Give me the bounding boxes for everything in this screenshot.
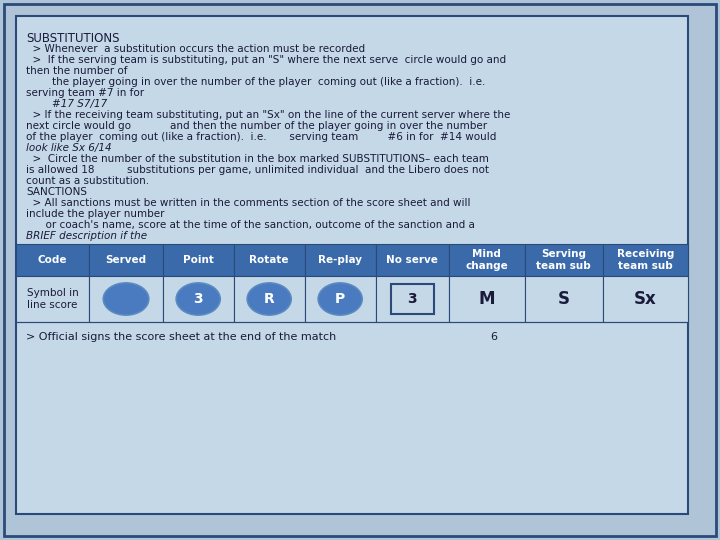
Text: SANCTIONS: SANCTIONS bbox=[26, 187, 87, 197]
Text: Receiving
team sub: Receiving team sub bbox=[617, 249, 674, 271]
Text: include the player number: include the player number bbox=[26, 209, 164, 219]
Ellipse shape bbox=[247, 283, 291, 315]
Text: 3: 3 bbox=[408, 292, 417, 306]
FancyBboxPatch shape bbox=[603, 276, 688, 322]
Text: then the number of: then the number of bbox=[26, 66, 127, 76]
FancyBboxPatch shape bbox=[16, 244, 89, 276]
FancyBboxPatch shape bbox=[163, 276, 234, 322]
Text: SUBSTITUTIONS: SUBSTITUTIONS bbox=[26, 32, 120, 45]
Ellipse shape bbox=[176, 283, 220, 315]
Text: M: M bbox=[479, 290, 495, 308]
Text: Symbol in
line score: Symbol in line score bbox=[27, 288, 78, 310]
FancyBboxPatch shape bbox=[376, 244, 449, 276]
Text: 6: 6 bbox=[490, 332, 497, 342]
FancyBboxPatch shape bbox=[603, 244, 688, 276]
Text: Served: Served bbox=[105, 255, 147, 265]
FancyBboxPatch shape bbox=[16, 16, 688, 514]
Text: R: R bbox=[264, 292, 274, 306]
FancyBboxPatch shape bbox=[391, 284, 433, 314]
Text: or coach's name, score at the time of the sanction, outcome of the sanction and : or coach's name, score at the time of th… bbox=[26, 220, 475, 230]
Ellipse shape bbox=[318, 283, 362, 315]
Text: #17 S7/17: #17 S7/17 bbox=[26, 99, 107, 109]
Text: serving team #7 in for: serving team #7 in for bbox=[26, 88, 144, 98]
FancyBboxPatch shape bbox=[16, 276, 89, 322]
Text: >  If the serving team is substituting, put an "S" where the next serve  circle : > If the serving team is substituting, p… bbox=[26, 55, 506, 65]
Text: 3: 3 bbox=[194, 292, 203, 306]
Ellipse shape bbox=[103, 283, 149, 315]
Text: Rotate: Rotate bbox=[249, 255, 289, 265]
Text: > Whenever  a substitution occurs the action must be recorded: > Whenever a substitution occurs the act… bbox=[26, 44, 365, 54]
FancyBboxPatch shape bbox=[525, 276, 603, 322]
Text: next circle would go            and then the number of the player going in over : next circle would go and then the number… bbox=[26, 121, 487, 131]
Text: BRIEF description if the: BRIEF description if the bbox=[26, 231, 147, 241]
Text: Mind
change: Mind change bbox=[466, 249, 508, 271]
Text: > Official signs the score sheet at the end of the match: > Official signs the score sheet at the … bbox=[26, 332, 336, 342]
FancyBboxPatch shape bbox=[234, 244, 305, 276]
FancyBboxPatch shape bbox=[305, 244, 376, 276]
FancyBboxPatch shape bbox=[449, 276, 525, 322]
Text: Re-play: Re-play bbox=[318, 255, 362, 265]
Text: P: P bbox=[335, 292, 346, 306]
Text: >  Circle the number of the substitution in the box marked SUBSTITUTIONS– each t: > Circle the number of the substitution … bbox=[26, 154, 489, 164]
FancyBboxPatch shape bbox=[89, 244, 163, 276]
FancyBboxPatch shape bbox=[525, 244, 603, 276]
FancyBboxPatch shape bbox=[89, 276, 163, 322]
Text: Code: Code bbox=[38, 255, 68, 265]
Text: the player going in over the number of the player  coming out (like a fraction).: the player going in over the number of t… bbox=[26, 77, 485, 87]
Text: Serving
team sub: Serving team sub bbox=[536, 249, 591, 271]
FancyBboxPatch shape bbox=[163, 244, 234, 276]
Text: > If the receiving team substituting, put an "Sx" on the line of the current ser: > If the receiving team substituting, pu… bbox=[26, 110, 510, 120]
Text: Point: Point bbox=[183, 255, 214, 265]
Text: look like Sx 6/14: look like Sx 6/14 bbox=[26, 143, 112, 153]
Text: Sx: Sx bbox=[634, 290, 657, 308]
FancyBboxPatch shape bbox=[234, 276, 305, 322]
Text: is allowed 18          substitutions per game, unlimited individual  and the Lib: is allowed 18 substitutions per game, un… bbox=[26, 165, 489, 175]
Text: > All sanctions must be written in the comments section of the score sheet and w: > All sanctions must be written in the c… bbox=[26, 198, 470, 208]
FancyBboxPatch shape bbox=[449, 244, 525, 276]
FancyBboxPatch shape bbox=[305, 276, 376, 322]
FancyBboxPatch shape bbox=[4, 4, 716, 536]
Text: of the player  coming out (like a fraction).  i.e.       serving team         #6: of the player coming out (like a fractio… bbox=[26, 132, 496, 142]
Text: No serve: No serve bbox=[387, 255, 438, 265]
Text: S: S bbox=[558, 290, 570, 308]
Text: count as a substitution.: count as a substitution. bbox=[26, 176, 149, 186]
FancyBboxPatch shape bbox=[376, 276, 449, 322]
